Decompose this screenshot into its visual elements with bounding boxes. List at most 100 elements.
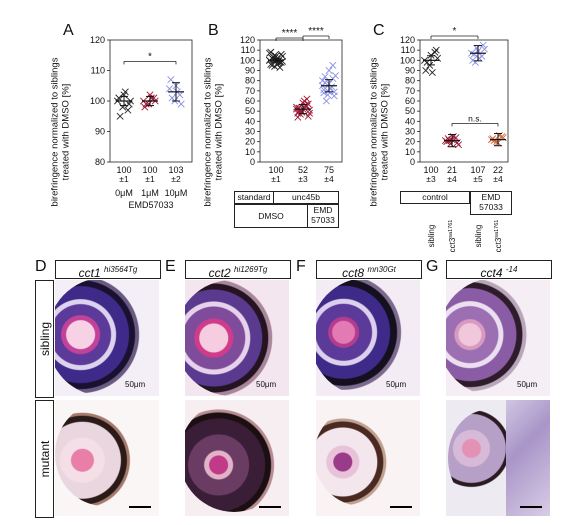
ytick-label-C-7: 70 [405, 86, 415, 96]
histology-cct4-sibling [446, 280, 550, 396]
data-point-A-0-1 [119, 103, 127, 111]
histology-cct1-sibling [55, 280, 159, 396]
ytick-label-A-4: 120 [90, 35, 105, 45]
ylabel-b: birefringence normalized to siblings tre… [200, 47, 228, 217]
data-point-C-2-8 [480, 45, 489, 53]
data-point-C-3-3 [489, 135, 497, 143]
ylabel-b-line1: birefringence normalized to siblings [202, 57, 214, 207]
sd-label-A-1: ±1 [145, 174, 155, 184]
ytick-label-C-8: 80 [405, 76, 415, 86]
panel-letter-b: B [208, 22, 219, 39]
ytick-label-A-2: 100 [90, 96, 105, 106]
panel-letter-d: D [35, 258, 47, 275]
sd-label-A-2: ±2 [171, 174, 181, 184]
data-point-B-2-7 [326, 85, 334, 93]
ytick-label-B-6: 60 [245, 96, 255, 106]
sig-label-C-1: n.s. [468, 113, 482, 123]
data-point-B-2-4 [325, 66, 333, 75]
row-label-mutant: mutant [35, 400, 54, 518]
x-category-A-1: 1μM [141, 188, 159, 198]
scale-label-cct1: 50μm [125, 380, 146, 389]
data-point-B-1-19 [305, 109, 314, 117]
histology-cct8-sibling [316, 280, 420, 396]
ytick-label-B-10: 100 [240, 55, 255, 65]
ytick-label-B-4: 40 [245, 116, 255, 126]
mean-label-B-0: 100 [268, 165, 283, 175]
mean-label-B-1: 52 [298, 165, 308, 175]
sd-label-C-0: ±3 [426, 174, 436, 184]
data-point-B-2-16 [330, 88, 338, 96]
sig-label-B-0: **** [282, 28, 298, 39]
data-point-A-0-6 [116, 112, 124, 120]
ytick-label-C-4: 40 [405, 116, 415, 126]
mean-label-C-0: 100 [423, 165, 438, 175]
data-point-B-1-13 [303, 95, 311, 103]
ytick-label-B-5: 50 [245, 106, 255, 116]
data-point-B-2-11 [318, 77, 327, 85]
sig-label-A-0: * [148, 51, 152, 62]
group-emd-c: EMD 57033 [470, 191, 512, 215]
ytick-label-C-3: 30 [405, 127, 415, 137]
panel-letter-g: G [426, 258, 439, 275]
histology-cct8-mutant [316, 400, 420, 516]
panel-letter-a: A [63, 22, 74, 39]
ytick-label-C-10: 100 [400, 55, 415, 65]
ytick-label-C-1: 10 [405, 147, 415, 157]
ylabel-c: birefringence normalized to siblings tre… [366, 47, 394, 217]
data-point-B-1-6 [295, 104, 303, 112]
scale-bar-cct8-mutant [390, 506, 412, 508]
sd-label-C-1: ±4 [447, 174, 457, 184]
ytick-label-B-9: 90 [245, 66, 255, 76]
data-point-A-1-1 [145, 100, 153, 108]
data-point-C-0-2 [431, 48, 439, 56]
ytick-label-B-7: 70 [245, 86, 255, 96]
data-point-C-0-3 [422, 66, 430, 75]
data-point-C-0-5 [432, 46, 440, 54]
ytick-label-B-12: 120 [240, 35, 255, 45]
ylabel-a: birefringence normalized to siblings tre… [47, 47, 75, 217]
ytick-label-B-0: 0 [250, 157, 255, 167]
scale-bar-cct1-mutant [129, 506, 151, 508]
data-point-B-0-22 [265, 49, 274, 57]
mean-label-C-2: 107 [470, 165, 485, 175]
mean-label-B-2: 75 [324, 165, 334, 175]
mean-label-A-0: 100 [116, 165, 131, 175]
ytick-label-C-11: 110 [401, 45, 415, 55]
x-category-A-0: 0μM [115, 188, 133, 198]
data-point-C-2-6 [470, 50, 478, 58]
data-point-B-2-3 [320, 89, 328, 97]
sd-label-A-0: ±1 [119, 174, 129, 184]
gene-label-cct1: cct1 hi3564Tg [55, 260, 161, 280]
ytick-label-C-9: 90 [405, 66, 415, 76]
data-point-C-2-5 [479, 41, 487, 49]
sd-label-C-3: ±4 [493, 174, 503, 184]
data-point-A-0-2 [124, 106, 132, 114]
data-point-A-2-3 [167, 76, 175, 84]
scale-label-cct4: 50μm [517, 380, 538, 389]
data-point-B-2-17 [321, 73, 329, 81]
data-point-B-2-9 [322, 97, 330, 105]
panel-letter-f: F [296, 258, 306, 275]
ytick-label-A-0: 80 [95, 157, 105, 167]
ytick-label-B-1: 10 [245, 147, 255, 157]
x-category-C-1: cct3sa1761 [448, 220, 457, 253]
x-axis-label-A: EMD57033 [128, 200, 173, 210]
data-point-C-1-8 [454, 141, 463, 149]
histology-cct4-mutant [446, 400, 550, 516]
sd-label-B-0: ±1 [271, 174, 281, 184]
sig-label-C-0: * [453, 26, 457, 37]
sd-label-B-1: ±3 [298, 174, 308, 184]
gene-label-cct4: cct4 -14 [446, 260, 552, 280]
gene-label-cct2: cct2 hi1269Tg [185, 260, 291, 280]
panel-letter-e: E [165, 258, 176, 275]
histology-cct1-mutant [55, 400, 159, 516]
data-point-B-1-8 [305, 106, 314, 114]
ytick-label-B-3: 30 [245, 127, 255, 137]
ytick-label-B-8: 80 [245, 76, 255, 86]
ytick-label-B-2: 20 [245, 137, 255, 147]
data-point-B-0-5 [277, 50, 285, 58]
data-point-B-2-13 [329, 61, 337, 69]
data-point-A-1-6 [142, 100, 150, 108]
data-point-A-2-5 [177, 100, 185, 108]
ylabel-b-line2: treated with DMSO [%] [213, 83, 224, 181]
